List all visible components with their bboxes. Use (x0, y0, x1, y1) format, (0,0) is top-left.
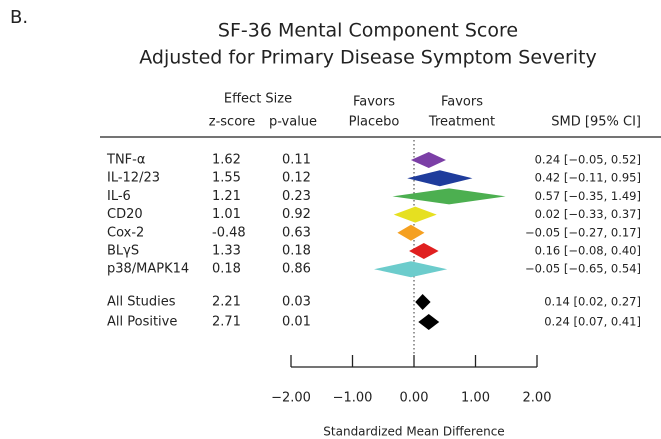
favors-label: Treatment (428, 115, 495, 130)
column-header: SMD [95% CI] (551, 115, 641, 130)
x-tick-label: 1.00 (461, 391, 490, 406)
p-value: 0.18 (282, 244, 311, 259)
z-score: -0.48 (212, 225, 246, 240)
p-value: 0.12 (282, 171, 311, 186)
chart-subtitle: Adjusted for Primary Disease Symptom Sev… (139, 47, 597, 69)
x-tick-label: 0.00 (400, 391, 429, 406)
p-value: 0.03 (282, 295, 311, 310)
ci-label: 0.14 [0.02, 0.27] (544, 295, 641, 309)
ci-label: 0.16 [−0.08, 0.40] (535, 244, 641, 258)
p-value: 0.86 (282, 262, 311, 277)
p-value: 0.01 (282, 315, 311, 330)
effect-diamond (418, 314, 440, 330)
row-label: p38/MAPK14 (107, 262, 189, 277)
column-header: z-score (209, 115, 255, 130)
z-score: 0.18 (212, 262, 241, 277)
effect-diamond (409, 243, 439, 259)
row-label: TNF-α (106, 153, 145, 168)
effect-diamond (392, 188, 506, 205)
row-label: All Studies (107, 295, 176, 310)
favors-label: Favors (353, 95, 395, 110)
row-label: All Positive (107, 315, 177, 330)
effect-diamond (407, 170, 473, 187)
ci-label: 0.42 [−0.11, 0.95] (535, 171, 641, 185)
p-value: 0.92 (282, 207, 311, 222)
column-header: p-value (269, 115, 317, 130)
x-tick-label: −2.00 (271, 391, 311, 406)
ci-label: 0.02 [−0.33, 0.37] (535, 207, 641, 221)
x-tick-label: −1.00 (333, 391, 373, 406)
effect-diamond (374, 261, 448, 278)
z-score: 1.62 (212, 153, 241, 168)
z-score: 1.01 (212, 207, 241, 222)
z-score: 2.71 (212, 315, 241, 330)
row-label: Cox-2 (107, 225, 144, 240)
row-label: CD20 (107, 207, 143, 222)
z-score: 1.21 (212, 189, 241, 204)
ci-label: 0.57 [−0.35, 1.49] (535, 189, 641, 203)
effect-diamond (393, 206, 437, 223)
z-score: 1.55 (212, 171, 241, 186)
p-value: 0.63 (282, 225, 311, 240)
effect-diamond (410, 152, 446, 168)
ci-label: 0.24 [−0.05, 0.52] (535, 153, 641, 167)
favors-label: Placebo (349, 115, 400, 130)
favors-label: Favors (441, 95, 483, 110)
column-header: Effect Size (224, 92, 292, 107)
chart-title: SF-36 Mental Component Score (218, 20, 518, 42)
ci-label: 0.24 [0.07, 0.41] (544, 315, 641, 329)
effect-diamond (415, 294, 431, 310)
z-score: 1.33 (212, 244, 241, 259)
x-axis-label: Standardized Mean Difference (323, 425, 504, 439)
ci-label: −0.05 [−0.27, 0.17] (525, 225, 641, 239)
row-label: BLγS (107, 244, 139, 259)
p-value: 0.11 (282, 153, 311, 168)
z-score: 2.21 (212, 295, 241, 310)
p-value: 0.23 (282, 189, 311, 204)
ci-label: −0.05 [−0.65, 0.54] (525, 262, 641, 276)
row-label: IL-12/23 (107, 171, 160, 186)
row-label: IL-6 (107, 189, 131, 204)
effect-diamond (397, 224, 425, 241)
x-tick-label: 2.00 (523, 391, 552, 406)
panel-label: B. (10, 7, 28, 28)
